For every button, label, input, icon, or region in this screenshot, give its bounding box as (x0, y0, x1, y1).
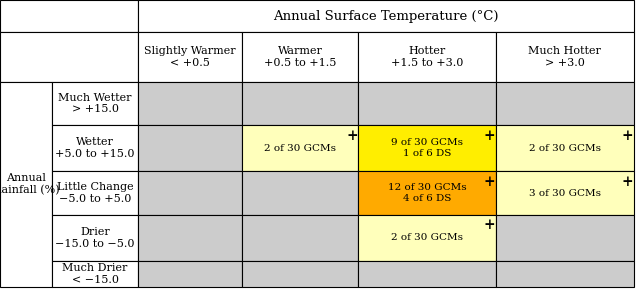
Bar (138, 0, 634, 32)
Text: 2 of 30 GCMs: 2 of 30 GCMs (529, 144, 601, 153)
Text: 3 of 30 GCMs: 3 of 30 GCMs (529, 188, 601, 198)
Bar (52, 215, 138, 261)
Bar (496, 82, 634, 125)
Bar (0, 32, 138, 82)
Bar (52, 125, 138, 171)
Text: +: + (484, 129, 495, 143)
Bar (0, 82, 52, 287)
Text: Wetter
+5.0 to +15.0: Wetter +5.0 to +15.0 (55, 137, 135, 159)
Bar (242, 32, 358, 82)
Text: 2 of 30 GCMs: 2 of 30 GCMs (264, 144, 336, 153)
Bar (138, 215, 242, 261)
Text: Annual Surface Temperature (°C): Annual Surface Temperature (°C) (273, 10, 499, 23)
Text: +: + (621, 175, 633, 189)
Bar (52, 171, 138, 215)
Text: Little Change
−5.0 to +5.0: Little Change −5.0 to +5.0 (57, 182, 133, 204)
Text: Hotter
+1.5 to +3.0: Hotter +1.5 to +3.0 (391, 46, 463, 68)
Bar (138, 32, 242, 82)
Bar (496, 261, 634, 287)
Bar (52, 82, 138, 125)
Bar (138, 82, 242, 125)
Text: +: + (484, 175, 495, 189)
Text: Annual
Rainfall (%): Annual Rainfall (%) (0, 173, 60, 195)
Bar (242, 125, 358, 171)
Bar (496, 125, 634, 171)
Bar (496, 171, 634, 215)
Bar (138, 125, 242, 171)
Bar (242, 82, 358, 125)
Bar (0, 0, 138, 32)
Bar (138, 261, 242, 287)
Text: Warmer
+0.5 to +1.5: Warmer +0.5 to +1.5 (264, 46, 337, 68)
Text: Slightly Warmer
< +0.5: Slightly Warmer < +0.5 (144, 46, 236, 68)
Text: 9 of 30 GCMs
1 of 6 DS: 9 of 30 GCMs 1 of 6 DS (391, 138, 463, 158)
Bar (358, 125, 496, 171)
Bar (358, 215, 496, 261)
Text: 12 of 30 GCMs
4 of 6 DS: 12 of 30 GCMs 4 of 6 DS (388, 183, 467, 203)
Text: Much Hotter
> +3.0: Much Hotter > +3.0 (529, 46, 601, 68)
Bar (242, 171, 358, 215)
Bar (358, 261, 496, 287)
Bar (242, 215, 358, 261)
Text: Much Drier
< −15.0: Much Drier < −15.0 (62, 263, 128, 285)
Bar (138, 171, 242, 215)
Bar (358, 171, 496, 215)
Bar (358, 82, 496, 125)
Text: +: + (484, 218, 495, 232)
Bar (52, 261, 138, 287)
Bar (242, 261, 358, 287)
Text: +: + (346, 129, 358, 143)
Text: Much Wetter
> +15.0: Much Wetter > +15.0 (58, 92, 132, 114)
Text: Drier
−15.0 to −5.0: Drier −15.0 to −5.0 (55, 227, 135, 249)
Bar (496, 215, 634, 261)
Text: +: + (621, 129, 633, 143)
Text: 2 of 30 GCMs: 2 of 30 GCMs (391, 233, 463, 242)
Bar (496, 32, 634, 82)
Bar (358, 32, 496, 82)
